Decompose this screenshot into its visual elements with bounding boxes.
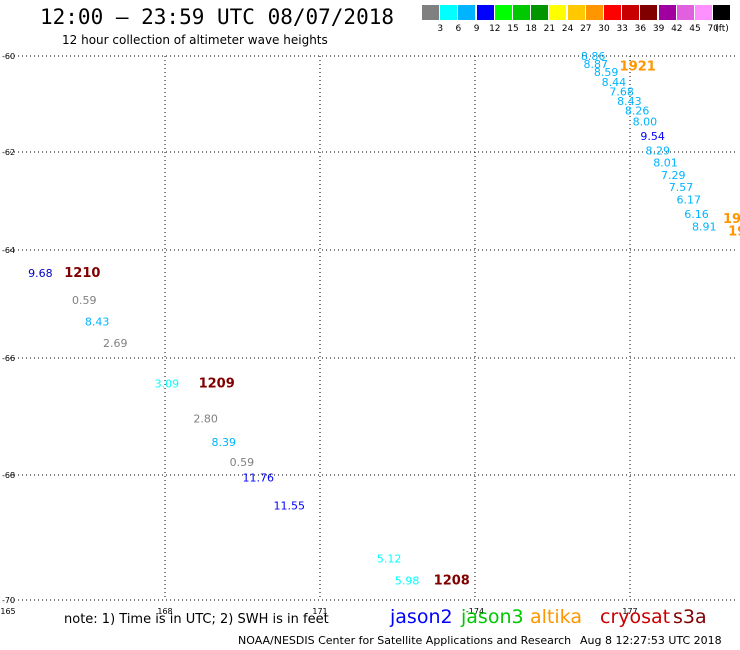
time-label: 1920 <box>723 212 740 227</box>
data-points: 8.868.878.598.447.688.438.268.009.548.29… <box>28 50 716 588</box>
y-tick-label: -62 <box>2 148 15 157</box>
y-tick-label: -60 <box>2 52 15 61</box>
colorbar-label: 21 <box>543 24 556 34</box>
data-point-label: 11.55 <box>274 499 306 512</box>
colorbar-swatch <box>695 5 712 20</box>
y-tick-label: -64 <box>2 246 15 255</box>
data-point-label: 8.86 <box>581 50 606 63</box>
data-point-label: 8.26 <box>625 105 650 118</box>
colorbar-label: 36 <box>634 24 647 34</box>
colorbar-label: 9 <box>473 24 480 34</box>
data-point-label: 8.44 <box>602 76 627 89</box>
colorbar-label: 15 <box>507 24 519 34</box>
y-tick-label: -68 <box>2 471 15 480</box>
time-label: 1209 <box>199 376 235 391</box>
colorbar-swatch <box>585 5 603 20</box>
colorbar-swatch <box>549 5 567 20</box>
colorbar-swatch <box>640 5 658 20</box>
colorbar-label: 42 <box>671 24 683 34</box>
axis-ticks: 165 168 171 -174 177 -60 -62 -64 -66 -68 -70 <box>0 52 637 616</box>
data-point-label: 8.87 <box>584 58 609 71</box>
colorbar-label: 70 <box>707 24 719 34</box>
colorbar-label: 27 <box>580 24 592 34</box>
x-tick-label: 177 <box>622 607 637 616</box>
time-label: 1920 <box>728 224 740 239</box>
colorbar-swatch <box>567 5 585 20</box>
data-point-label: 2.80 <box>193 412 218 425</box>
data-point-label: 6.16 <box>684 208 709 221</box>
colorbar-swatch <box>713 5 731 20</box>
data-point-label: 8.01 <box>653 157 678 170</box>
legend-entry-altika: altika <box>530 606 582 628</box>
legend-entry-s3a: s3a <box>673 606 707 628</box>
x-tick-label: 165 <box>0 607 15 616</box>
data-point-label: 9.68 <box>28 267 53 280</box>
timestamp-text: Aug 8 12:27:53 UTC 2018 <box>580 634 722 647</box>
colorbar-swatch <box>494 5 512 20</box>
colorbar-swatch <box>604 5 621 20</box>
data-point-label: 8.59 <box>594 66 619 79</box>
data-point-label: 8.39 <box>212 436 237 449</box>
chart-title: 12:00 — 23:59 UTC 08/07/2018 <box>40 5 395 29</box>
colorbar-swatch <box>440 5 458 20</box>
colorbar-swatch <box>513 5 530 20</box>
data-point-label: 7.68 <box>609 85 634 98</box>
colorbar-unit: (ft) <box>715 24 729 34</box>
data-point-label: 7.57 <box>669 181 694 194</box>
data-point-label: 0.59 <box>72 294 97 307</box>
colorbar-label: 12 <box>489 24 501 34</box>
footer-note: note: 1) Time is in UTC; 2) SWH is in fe… <box>64 612 329 627</box>
data-point-label: 9.54 <box>640 130 665 143</box>
grid-lines <box>10 55 736 601</box>
data-point-label: 8.43 <box>85 316 110 329</box>
data-point-label: 5.98 <box>395 574 420 587</box>
time-labels: 1921 19201920 1210 1209 1208 <box>64 59 740 588</box>
x-tick-label: 168 <box>157 607 172 616</box>
data-point-label: 3.09 <box>155 377 180 390</box>
colorbar-swatch <box>476 5 494 20</box>
data-point-label: 8.91 <box>692 220 717 233</box>
data-point-label: 8.43 <box>617 95 642 108</box>
data-point-label: 8.29 <box>646 144 671 157</box>
colorbar-swatch <box>676 5 694 20</box>
colorbar-label: 18 <box>525 24 537 34</box>
data-point-label: 0.59 <box>230 456 255 469</box>
credit-text: NOAA/NESDIS Center for Satellite Applica… <box>238 634 572 647</box>
colorbar-swatch <box>458 5 476 20</box>
legend-entry-cryosat: cryosat <box>600 606 671 628</box>
colorbar-label: 30 <box>598 24 610 34</box>
colorbar-label: 45 <box>689 24 701 34</box>
time-label: 1921 <box>620 59 656 74</box>
colorbar-label: 6 <box>455 24 462 34</box>
colorbar-swatch <box>531 5 549 20</box>
colorbar-swatch <box>422 5 439 20</box>
time-label: 1210 <box>64 266 100 281</box>
legend-entry-jason3: jason3 <box>461 606 524 628</box>
y-tick-label: -66 <box>2 354 15 363</box>
legend-entry-jason2: jason2 <box>390 606 453 628</box>
data-point-label: 8.00 <box>633 116 658 129</box>
colorbar-label: 33 <box>616 24 628 34</box>
data-point-label: 5.12 <box>377 553 402 566</box>
colorbar-swatch <box>658 5 676 20</box>
colorbar-label: 24 <box>561 24 574 34</box>
data-point-label: 11.76 <box>243 471 275 484</box>
colorbar-label: 39 <box>652 24 665 34</box>
data-point-label: 2.69 <box>103 337 128 350</box>
colorbar-swatch <box>622 5 640 20</box>
x-tick-label: -174 <box>466 607 484 616</box>
colorbar-label: 3 <box>437 24 444 34</box>
data-point-label: 6.17 <box>677 193 702 206</box>
chart-subtitle: 12 hour collection of altimeter wave hei… <box>62 33 328 47</box>
data-point-label: 7.29 <box>661 169 686 182</box>
y-tick-label: -70 <box>2 596 15 605</box>
x-tick-label: 171 <box>312 607 327 616</box>
time-label: 1208 <box>434 573 470 588</box>
